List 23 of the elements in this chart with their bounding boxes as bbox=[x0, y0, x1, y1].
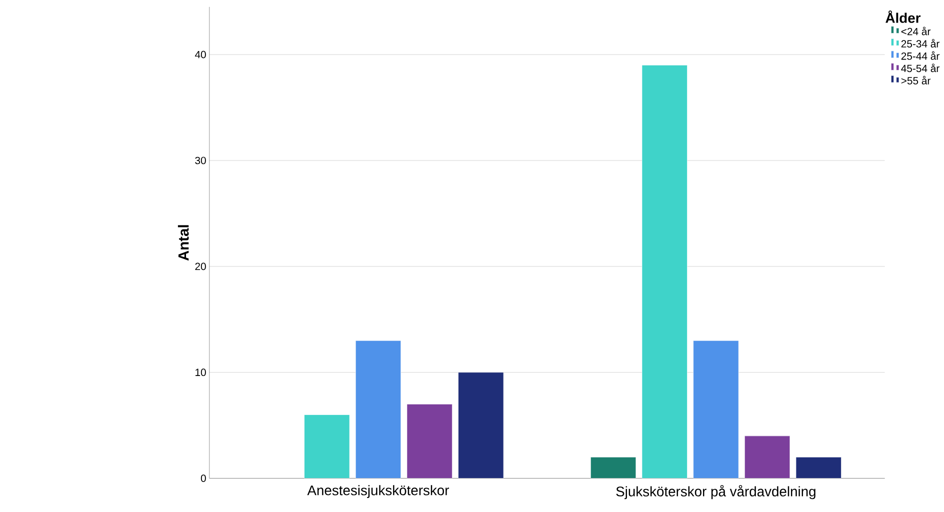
bar bbox=[796, 456, 842, 478]
legend-label: >55 år bbox=[901, 76, 930, 84]
bar bbox=[744, 436, 790, 478]
bar bbox=[406, 404, 452, 478]
bar bbox=[304, 414, 350, 478]
legend-label: 25-34 år bbox=[901, 38, 940, 48]
legend-label: 45-54 år bbox=[901, 64, 940, 72]
x-tick-label: Anestesisjuksköterskor bbox=[307, 484, 450, 498]
legend-label: <24 år bbox=[901, 26, 930, 36]
y-tick-label: 20 bbox=[195, 262, 206, 270]
y-tick-label: 0 bbox=[200, 474, 206, 482]
bar bbox=[355, 340, 402, 478]
bar bbox=[458, 372, 504, 478]
legend-title: Ålder bbox=[886, 10, 921, 23]
y-tick-label: 30 bbox=[195, 156, 206, 164]
bar bbox=[693, 340, 739, 478]
legend-label: 25-44 år bbox=[901, 51, 940, 60]
y-axis-title: Antal bbox=[178, 225, 189, 261]
x-tick-label: Sjuksköterskor på vårdavdelning bbox=[616, 484, 816, 500]
bar bbox=[642, 64, 688, 478]
bar bbox=[590, 456, 636, 478]
y-tick-label: 10 bbox=[196, 368, 206, 376]
y-tick-label: 40 bbox=[194, 50, 206, 58]
